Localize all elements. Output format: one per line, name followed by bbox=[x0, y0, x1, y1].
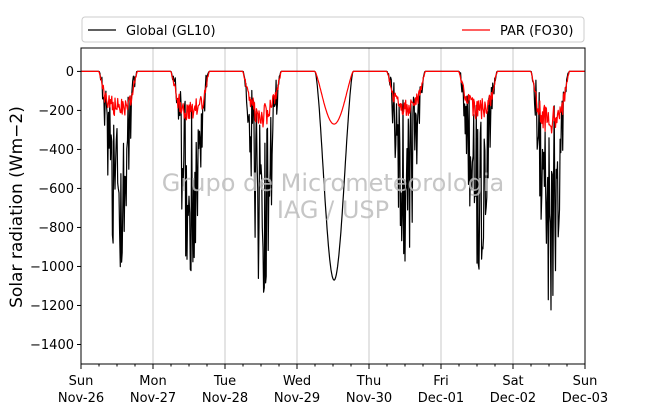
x-tick-label-day: Sun bbox=[573, 374, 598, 389]
x-tick-label-date: Dec-01 bbox=[418, 391, 464, 406]
x-tick-label-day: Thu bbox=[356, 374, 381, 389]
x-axis: Sun Nov-26 Mon Nov-27 Tue Nov-28 Wed Nov-29 Thu N… bbox=[58, 364, 608, 406]
x-tick-label-date: Nov-29 bbox=[274, 391, 320, 406]
x-tick-label-date: Nov-27 bbox=[130, 391, 176, 406]
watermark-line-1: Grupo de Micrometeorologia bbox=[162, 169, 504, 197]
y-tick-label: −800 bbox=[38, 221, 74, 236]
watermark-line-2: IAG / USP bbox=[277, 196, 389, 224]
x-tick-label-date: Nov-26 bbox=[58, 391, 104, 406]
legend-label-par: PAR (FO30) bbox=[500, 24, 573, 39]
series-layer bbox=[81, 70, 585, 311]
y-tick-label: −1200 bbox=[30, 299, 74, 314]
x-tick-label-day: Wed bbox=[283, 374, 311, 389]
grid-layer bbox=[152, 48, 514, 364]
legend-box bbox=[81, 16, 585, 43]
x-tick-label-date: Dec-03 bbox=[562, 391, 608, 406]
y-tick-label: 0 bbox=[66, 65, 74, 80]
x-tick-label-date: Dec-02 bbox=[490, 391, 536, 406]
x-tick-label-day: Sat bbox=[502, 374, 523, 389]
y-tick-label: −1000 bbox=[30, 260, 74, 275]
legend-label-global: Global (GL10) bbox=[126, 24, 216, 39]
y-axis-label: Solar radiation (Wm−2) bbox=[7, 106, 27, 308]
y-tick-label: −400 bbox=[38, 143, 74, 158]
x-tick-label-day: Tue bbox=[213, 374, 236, 389]
y-axis: 0 −200 −400 −600 −800 −1000 −1200 −1400 bbox=[30, 65, 81, 353]
x-tick-label-day: Sun bbox=[69, 374, 94, 389]
x-tick-label-date: Nov-30 bbox=[346, 391, 392, 406]
series-line-par bbox=[81, 70, 585, 134]
y-tick-label: −200 bbox=[38, 104, 74, 119]
x-tick-label-day: Mon bbox=[139, 374, 166, 389]
y-tick-label: −600 bbox=[38, 182, 74, 197]
x-tick-label-day: Fri bbox=[433, 374, 449, 389]
legend: Global (GL10) PAR (FO30) bbox=[81, 16, 585, 43]
watermark: Grupo de Micrometeorologia IAG / USP bbox=[162, 169, 504, 224]
x-tick-label-date: Nov-28 bbox=[202, 391, 248, 406]
y-tick-label: −1400 bbox=[30, 338, 74, 353]
